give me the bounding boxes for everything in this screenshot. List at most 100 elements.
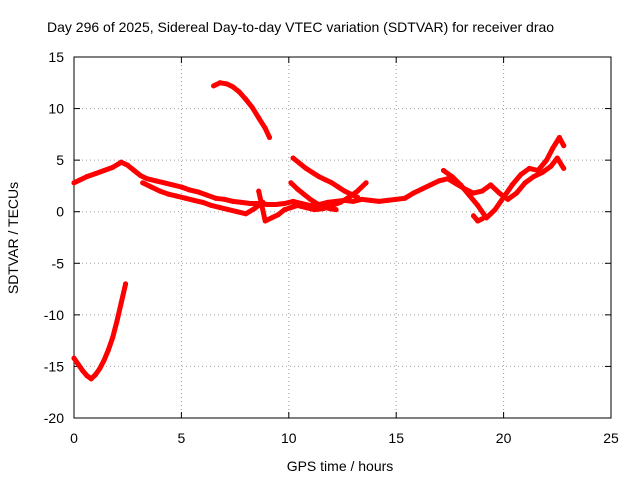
series-dip-branch xyxy=(256,180,369,224)
data-point xyxy=(243,211,249,217)
data-point xyxy=(303,205,309,211)
data-point xyxy=(170,182,176,188)
data-point xyxy=(266,134,272,140)
data-point xyxy=(479,188,485,194)
data-point xyxy=(84,373,90,379)
data-point xyxy=(539,170,545,176)
data-point xyxy=(479,216,485,222)
y-tick-label: -20 xyxy=(44,410,64,426)
data-point xyxy=(303,165,309,171)
data-point xyxy=(161,180,167,186)
data-point xyxy=(256,115,262,121)
data-point xyxy=(140,180,146,186)
data-point xyxy=(505,196,511,202)
data-point xyxy=(125,162,131,168)
data-point xyxy=(544,157,550,163)
y-tick-label: 15 xyxy=(48,49,64,65)
data-point xyxy=(509,182,515,188)
data-point xyxy=(475,203,481,209)
data-point xyxy=(269,215,275,221)
data-point xyxy=(294,203,300,209)
data-point xyxy=(471,190,477,196)
data-point xyxy=(307,196,313,202)
data-point xyxy=(314,200,320,206)
data-point xyxy=(230,84,236,90)
data-point xyxy=(230,198,236,204)
data-point xyxy=(138,173,144,179)
data-point xyxy=(71,180,77,186)
data-point xyxy=(488,182,494,188)
data-point xyxy=(526,165,532,171)
data-point xyxy=(211,83,217,89)
series-line xyxy=(211,80,272,140)
data-point xyxy=(561,143,567,149)
series-line xyxy=(441,135,567,221)
data-point xyxy=(475,218,481,224)
data-point xyxy=(118,299,124,305)
data-point xyxy=(359,196,365,202)
data-point xyxy=(239,199,245,205)
data-point xyxy=(322,177,328,183)
data-point xyxy=(123,281,129,287)
data-point xyxy=(288,180,294,186)
x-axis-label: GPS time / hours xyxy=(287,458,394,474)
data-point xyxy=(348,191,354,197)
data-series-group xyxy=(71,80,567,382)
data-point xyxy=(153,178,159,184)
series-late-dip xyxy=(471,213,485,224)
data-point xyxy=(275,212,281,218)
data-point xyxy=(236,89,242,95)
data-point xyxy=(312,207,318,213)
x-tick-label: 25 xyxy=(603,430,619,446)
data-point xyxy=(204,192,210,198)
data-point xyxy=(234,209,240,215)
data-point xyxy=(436,178,442,184)
data-point xyxy=(410,190,416,196)
data-point xyxy=(80,368,86,374)
data-point xyxy=(282,207,288,213)
data-point xyxy=(273,201,279,207)
data-point xyxy=(449,174,455,180)
data-point xyxy=(264,201,270,207)
data-point xyxy=(342,188,348,194)
data-point xyxy=(249,105,255,111)
data-point xyxy=(262,218,268,224)
data-point xyxy=(183,195,189,201)
data-point xyxy=(166,191,172,197)
data-point xyxy=(376,198,382,204)
series-line xyxy=(71,155,567,208)
data-point xyxy=(131,167,137,173)
data-point xyxy=(196,189,202,195)
data-point xyxy=(561,165,567,171)
x-tick-label: 20 xyxy=(496,430,512,446)
series-negative-arc xyxy=(71,281,129,382)
data-point xyxy=(148,184,154,190)
chart-title: Day 296 of 2025, Sidereal Day-to-day VTE… xyxy=(47,19,554,35)
data-point xyxy=(492,207,498,213)
x-tick-label: 10 xyxy=(281,430,297,446)
data-point xyxy=(110,164,116,170)
series-line xyxy=(140,180,266,217)
data-point xyxy=(77,177,83,183)
data-point xyxy=(110,335,116,341)
data-point xyxy=(256,188,262,194)
y-tick-label: -15 xyxy=(44,358,64,374)
data-point xyxy=(554,155,560,161)
data-point xyxy=(97,365,103,371)
data-point xyxy=(316,174,322,180)
data-point xyxy=(114,318,120,324)
data-point xyxy=(178,184,184,190)
data-point xyxy=(288,205,294,211)
y-tick-label: 10 xyxy=(48,101,64,117)
plot-frame xyxy=(73,56,612,419)
data-point xyxy=(243,96,249,102)
data-point xyxy=(251,206,257,212)
series-high-arc xyxy=(211,80,272,140)
data-point xyxy=(213,195,219,201)
data-point xyxy=(522,180,528,186)
data-point xyxy=(327,206,333,212)
data-point xyxy=(548,163,554,169)
data-point xyxy=(217,80,223,86)
data-point xyxy=(402,195,408,201)
data-point xyxy=(75,361,81,367)
